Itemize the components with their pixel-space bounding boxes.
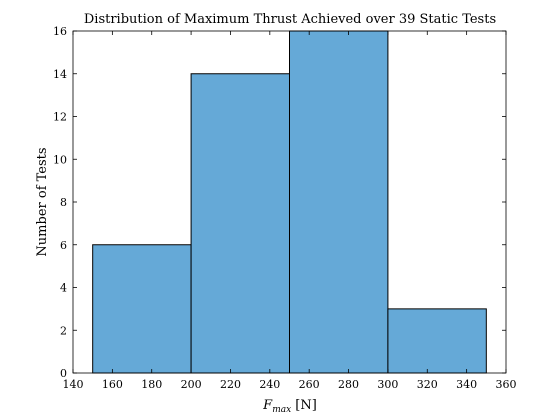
x-axis-label-subscript: max	[272, 405, 291, 415]
x-tick-label-180: 180	[141, 378, 162, 391]
x-tick-label-200: 200	[181, 378, 202, 391]
x-tick-label-240: 240	[259, 378, 280, 391]
x-tick-label-360: 360	[496, 378, 517, 391]
x-tick-label-280: 280	[338, 378, 359, 391]
y-tick-label-6: 6	[60, 239, 67, 252]
x-tick-label-300: 300	[377, 378, 398, 391]
chart-title: Distribution of Maximum Thrust Achieved …	[84, 12, 496, 27]
x-axis-label-unit: [N]	[291, 398, 317, 413]
histogram-bar-1	[92, 244, 192, 374]
y-tick-label-10: 10	[53, 153, 67, 166]
y-tick-label-2: 2	[60, 324, 67, 337]
x-axis-label: Fmax [N]	[262, 398, 317, 415]
histogram-bar-4	[387, 308, 487, 374]
y-tick-label-12: 12	[53, 111, 67, 124]
x-tick-label-320: 320	[417, 378, 438, 391]
y-tick-label-8: 8	[60, 196, 67, 209]
bars-layer	[92, 30, 487, 374]
y-tick-label-0: 0	[60, 367, 67, 380]
plot-frame	[72, 30, 507, 374]
ticks-layer: 140 160 180 200 220 240 260 280 300 320 340 360 0 2 4 6…	[53, 25, 517, 391]
x-tick-label-140: 140	[63, 378, 84, 391]
x-tick-label-340: 340	[456, 378, 477, 391]
x-tick-label-260: 260	[299, 378, 320, 391]
y-axis-label: Number of Tests	[35, 147, 50, 256]
x-tick-label-160: 160	[102, 378, 123, 391]
y-tick-label-14: 14	[53, 68, 67, 81]
histogram-bar-3	[289, 30, 389, 374]
histogram-bar-2	[190, 73, 290, 374]
y-tick-label-16: 16	[53, 25, 67, 38]
x-axis-label-main: F	[262, 398, 273, 413]
x-tick-label-220: 220	[220, 378, 241, 391]
y-tick-label-4: 4	[60, 282, 67, 295]
